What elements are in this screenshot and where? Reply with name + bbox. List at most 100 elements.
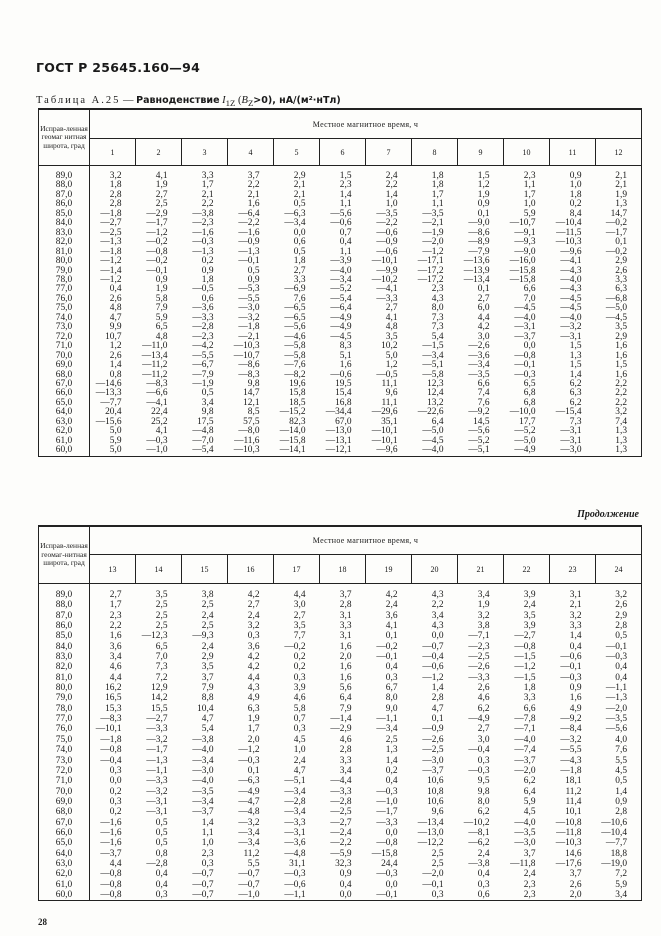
value-cell: 0,4 [477,869,490,880]
value-cell: —6,9 [284,284,306,295]
value-cell: —11,6 [234,435,260,446]
value-cell: 2,3 [431,284,444,295]
value-cell: 1,3 [385,745,398,756]
hour-column-header: 8 [411,138,458,166]
value-cell: —0,9 [238,237,260,248]
value-cell: 0,9 [247,274,260,285]
value-cell: 1,8 [569,189,582,200]
value-cell: 0,0 [109,776,122,787]
value-cell: 19,5 [335,378,352,389]
value-cell: —4,0 [514,312,536,323]
value-cell: —0,3 [595,652,642,663]
value-cell: —4,9 [238,786,260,797]
value-cell: 2,9 [595,332,642,343]
value-cell: —2,5 [422,745,444,756]
value-cell: 2,4 [201,610,214,621]
value-cell: 2,5 [431,858,444,869]
table-row: 65,0 —1,6 0,5 1,0 —3,4 —3,6 —2,2 —0,8 —12,2 —6,2 —… [38,838,642,849]
value-cell: —4,5 [560,303,582,314]
value-cell: —8,9 [468,237,490,248]
value-cell: 6,2 [569,378,582,389]
value-cell: —0,6 [284,879,306,890]
value-cell: 1,8 [431,171,444,181]
value-cell: 3,3 [523,693,536,704]
value-cell: —0,8 [146,246,168,257]
hours-header-row: 1 2 3 4 5 6 7 8 9 10 11 12 [39,138,642,166]
value-cell: 0,3 [411,889,458,902]
value-cell: —8,4 [560,724,582,735]
value-cell: —2,0 [514,765,536,776]
latitude-cell: 80,0 [38,683,90,694]
value-cell: —2,2 [376,218,398,229]
value-cell: —11,8 [556,827,582,838]
latitude-cell: 86,0 [38,199,90,210]
value-cell: 0,4 [109,284,122,295]
table-row: 78,0 —1,2 0,9 1,8 0,9 3,3 —3,4 —10,2 —17,2 —13,4 —… [38,274,642,286]
value-cell: —1,2 [422,672,444,683]
value-cell: 1,6 [339,672,352,683]
value-cell: —4,0 [330,265,352,276]
value-cell: 16,5 [105,693,122,704]
value-cell: 3,7 [523,848,536,859]
value-cell: 2,9 [595,610,642,622]
value-cell: 1,6 [247,199,260,210]
value-cell: —0,2 [595,247,642,258]
table-row: 76,0 2,6 5,8 0,6 —5,5 7,6 —5,4 —3,3 4,3 2,7 7,0 —4,… [38,293,642,305]
value-cell: —5,0 [595,303,642,314]
value-cell: 3,3 [339,621,352,632]
value-cell: —2,2 [330,838,352,849]
value-cell: —4,0 [514,817,536,828]
value-cell: —3,8 [468,858,490,869]
value-cell: 2,1 [201,189,214,200]
value-cell: —3,0 [514,838,536,849]
latitude-cell: 64,0 [38,407,90,418]
latitude-cell: 74,0 [38,313,90,324]
value-cell: 6,5 [523,378,536,389]
value-cell: —12,1 [319,445,366,457]
value-cell: —0,1 [376,652,398,663]
table-row: 84,0 —2,7 —1,7 —2,3 —2,2 —3,4 —0,6 —2,2 —2,1 —9,0… [38,218,642,229]
value-cell: —7,7 [595,838,642,849]
value-cell: 57,5 [243,416,260,427]
value-cell: 1,8 [293,256,306,267]
value-cell: 12,4 [427,388,444,399]
value-cell: 4,8 [155,331,168,342]
value-cell: 5,4 [201,724,214,735]
latitude-cell: 77,0 [38,714,90,725]
value-cell: —0,1 [595,641,642,653]
value-cell: —5,2 [514,426,536,437]
value-cell: 0,5 [247,265,260,276]
value-cell: —3,3 [376,817,398,828]
value-cell: —1,6 [100,838,122,849]
latitude-cell: 78,0 [38,275,90,286]
value-cell: —0,1 [514,360,536,371]
value-cell: —15,8 [509,274,536,285]
value-cell: 25,2 [151,416,168,427]
latitude-cell: 79,0 [38,266,90,276]
table-row: 76,0 —10,1 —3,3 5,4 1,7 0,3 —2,9 —3,4 —0,9 2,7 —7,… [38,724,642,735]
value-cell: —4,9 [503,445,550,457]
value-cell: 1,9 [155,180,168,191]
value-cell: 1,4 [595,786,642,797]
value-cell: 6,4 [523,786,536,797]
value-cell: 0,4 [595,662,642,673]
value-cell: 3,3 [339,755,352,766]
value-cell: 2,2 [247,180,260,191]
value-cell: —5,5 [238,293,260,304]
value-cell: —13,4 [417,817,444,828]
value-cell: —3,1 [284,827,306,838]
value-cell: 2,1 [293,189,306,200]
value-cell: —13,0 [325,426,352,437]
value-cell: —2,8 [146,858,168,869]
value-cell: 3,0 [293,600,306,611]
value-cell: 11,2 [565,786,582,797]
value-cell: 2,4 [477,848,490,859]
caption-symbol: I [222,95,226,106]
table-row: 70,0 0,2 —3,2 —3,5 —4,9 —3,4 —3,3 —0,3 10,8 9,8 6,… [38,786,642,797]
value-cell: 0,3 [293,724,306,735]
value-cell: 1,7 [523,189,536,200]
table-row: 62,0 —0,8 0,4 —0,7 —0,7 —0,3 0,9 —0,3 —2,0 0,4 2,4… [38,869,642,880]
value-cell: —1,1 [376,714,398,725]
value-cell: 2,6 [109,293,122,304]
latitude-cell: 66,0 [38,388,90,399]
